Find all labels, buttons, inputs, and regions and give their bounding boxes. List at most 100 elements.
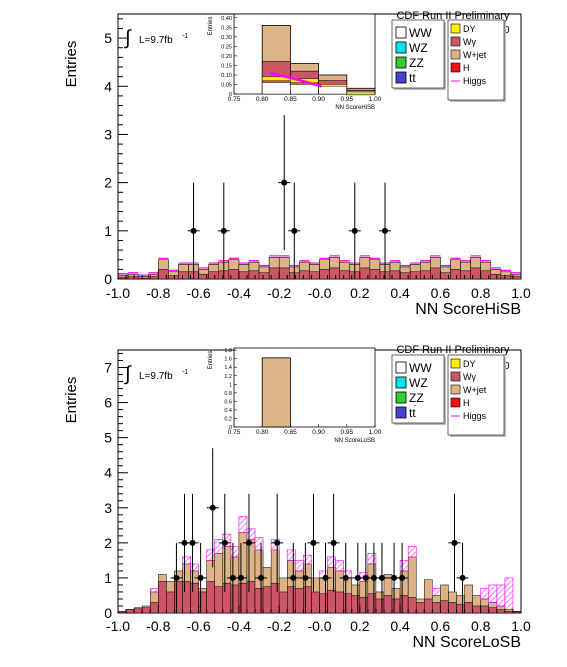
inset-y-tick-label: 0.40 bbox=[221, 16, 232, 22]
bar-wgamma bbox=[182, 581, 191, 614]
bar-wgamma bbox=[206, 581, 215, 614]
legend-label: tt bbox=[409, 406, 416, 420]
bar-higgs-uncertainty bbox=[480, 588, 490, 600]
legend-swatch bbox=[450, 358, 461, 369]
y-tick-label: 4 bbox=[104, 465, 112, 481]
bar-wjet bbox=[228, 259, 240, 270]
bar-wgamma bbox=[295, 588, 304, 614]
legend-right: DY Wγ W+jet H Higgs bbox=[447, 19, 506, 102]
legend-label: W+jet bbox=[463, 50, 487, 60]
x-axis-label: NN ScoreHiSB bbox=[415, 301, 521, 318]
legend-label: Higgs bbox=[463, 76, 487, 86]
x-tick-label: 0.2 bbox=[350, 618, 370, 634]
bar-wjet bbox=[460, 261, 471, 272]
inset-higgs-curve bbox=[270, 71, 322, 88]
inset-x-tick-label: 0.80 bbox=[256, 96, 269, 103]
chart-title: CDF Run II Preliminary bbox=[396, 344, 510, 356]
y-tick-label: 4 bbox=[104, 78, 112, 94]
bottom-chart-panel: -1.0 -0.8 -0.6 -0.4 -0.2 -0.0 0.2 0.4 0.6 0.8 1.00… bbox=[63, 344, 531, 651]
inset-y-tick-label: 0.6 bbox=[224, 399, 232, 405]
x-tick-label: 1.0 bbox=[511, 618, 531, 634]
bar-wjet bbox=[510, 273, 522, 277]
inset-x-tick-label: 0.80 bbox=[256, 429, 269, 436]
bar-wgamma bbox=[238, 582, 248, 614]
bar-higgs-uncertainty bbox=[254, 537, 264, 551]
bar-wjet bbox=[258, 266, 270, 273]
bar-higgs-uncertainty bbox=[222, 533, 232, 547]
top-chart-panel: -1.0 -0.8 -0.6 -0.4 -0.2 -0.0 0.2 0.4 0.6 0.8 1.00… bbox=[63, 10, 531, 318]
data-point bbox=[220, 227, 227, 234]
legend-label: H bbox=[463, 398, 470, 408]
integral-symbol: ∫ bbox=[124, 27, 132, 49]
bar-wgamma bbox=[399, 595, 409, 614]
lumi-label: L=9.7fb bbox=[139, 371, 173, 382]
legend-swatch bbox=[395, 391, 407, 404]
bar-wgamma bbox=[287, 586, 296, 614]
bar-higgs-uncertainty bbox=[488, 584, 498, 603]
inset-y-tick-label: 0.20 bbox=[221, 54, 232, 60]
lumi-superscript: -1 bbox=[182, 369, 188, 376]
bar-wjet bbox=[430, 257, 441, 269]
bar-wjet bbox=[238, 264, 250, 273]
bar-wgamma bbox=[359, 596, 369, 614]
bar-wgamma bbox=[230, 584, 240, 614]
data-point bbox=[173, 574, 180, 581]
bar-wjet bbox=[389, 261, 401, 272]
legend-swatch bbox=[450, 62, 461, 73]
x-tick-label: 1.0 bbox=[511, 285, 531, 301]
inset-bar-ww bbox=[318, 86, 348, 95]
bar-wgamma bbox=[407, 596, 417, 614]
legend-bar: - bbox=[414, 66, 417, 75]
bar-wgamma bbox=[335, 591, 344, 614]
bar-wjet bbox=[137, 276, 149, 279]
bar-wgamma bbox=[149, 602, 159, 614]
x-tick-label: -0.8 bbox=[146, 618, 170, 634]
data-point bbox=[391, 574, 398, 581]
data-point bbox=[354, 574, 361, 581]
data-point bbox=[189, 539, 196, 546]
data-point bbox=[378, 574, 385, 581]
data-point bbox=[290, 574, 297, 581]
inset-y-tick-label: 0.2 bbox=[224, 416, 232, 422]
data-point bbox=[237, 574, 244, 581]
bar-wgamma bbox=[166, 591, 175, 614]
bar-wjet bbox=[450, 259, 461, 270]
y-tick-label: 7 bbox=[104, 360, 112, 376]
inset-y-tick-label: 0 bbox=[229, 92, 232, 98]
legend-label: WW bbox=[409, 26, 432, 40]
bar-wgamma bbox=[303, 586, 312, 614]
y-axis-label: Entries bbox=[63, 377, 80, 424]
data-point bbox=[181, 539, 188, 546]
data-point bbox=[362, 574, 369, 581]
data-point bbox=[322, 574, 329, 581]
legend-label: Higgs bbox=[463, 411, 487, 421]
bar-wgamma bbox=[246, 581, 256, 614]
inset-frame bbox=[233, 347, 376, 428]
bar-wjet bbox=[158, 259, 169, 270]
bar-higgs-uncertainty bbox=[206, 549, 216, 561]
legend-swatch bbox=[395, 26, 407, 39]
bar-higgs-uncertainty bbox=[335, 560, 344, 572]
y-tick-label: 5 bbox=[104, 30, 112, 46]
legend-label: WZ bbox=[409, 376, 428, 390]
legend-label: Wγ bbox=[463, 372, 476, 382]
bar-higgs-uncertainty bbox=[286, 549, 296, 561]
legend-label: ZZ bbox=[409, 391, 424, 405]
data-point bbox=[381, 227, 388, 234]
bar-wgamma bbox=[415, 602, 425, 614]
legend-label: tt bbox=[409, 71, 416, 85]
bar-wgamma bbox=[319, 593, 328, 614]
data-point bbox=[221, 539, 228, 546]
data-point bbox=[209, 504, 216, 511]
bar-higgs-uncertainty bbox=[230, 546, 240, 558]
legend-box bbox=[447, 354, 505, 436]
lumi-superscript: -1 bbox=[182, 33, 188, 40]
bar-wgamma bbox=[158, 581, 167, 614]
bar-wgamma bbox=[125, 609, 135, 614]
inset-y-tick-label: 0.8 bbox=[224, 391, 232, 397]
inset-bar-ww bbox=[290, 84, 319, 95]
bar-wjet bbox=[480, 261, 492, 272]
bar-wjet bbox=[178, 264, 189, 273]
